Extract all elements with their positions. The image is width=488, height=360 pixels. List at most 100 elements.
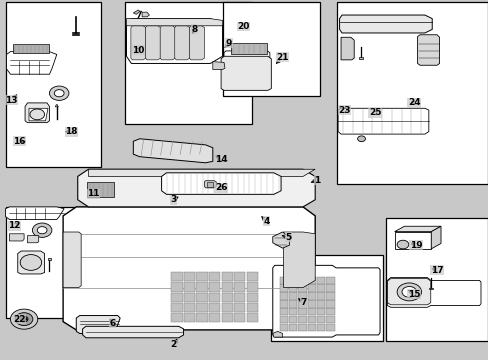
Polygon shape bbox=[76, 316, 120, 333]
Polygon shape bbox=[126, 19, 222, 26]
Bar bbox=[385, 218, 488, 341]
Text: 25: 25 bbox=[368, 108, 381, 117]
Polygon shape bbox=[63, 207, 315, 330]
Bar bbox=[196, 312, 207, 321]
Polygon shape bbox=[283, 232, 315, 288]
Bar bbox=[221, 293, 232, 302]
Bar bbox=[246, 293, 257, 302]
Polygon shape bbox=[221, 56, 271, 90]
Polygon shape bbox=[394, 226, 440, 231]
Bar bbox=[234, 293, 245, 302]
Polygon shape bbox=[145, 26, 160, 60]
Text: 11: 11 bbox=[87, 189, 100, 198]
Bar bbox=[307, 292, 315, 300]
Polygon shape bbox=[161, 173, 281, 194]
Polygon shape bbox=[5, 207, 64, 220]
Bar bbox=[183, 312, 195, 321]
Polygon shape bbox=[339, 15, 431, 33]
Polygon shape bbox=[340, 37, 353, 60]
Text: 23: 23 bbox=[338, 105, 350, 114]
Circle shape bbox=[396, 283, 421, 301]
Text: 9: 9 bbox=[225, 39, 232, 48]
Bar bbox=[325, 308, 334, 315]
Text: 19: 19 bbox=[409, 241, 422, 250]
Bar bbox=[307, 324, 315, 331]
Bar bbox=[87, 182, 114, 197]
Bar bbox=[5, 207, 96, 318]
Bar bbox=[298, 276, 306, 284]
Bar bbox=[171, 283, 183, 292]
Polygon shape bbox=[358, 57, 362, 59]
Polygon shape bbox=[189, 26, 204, 60]
Bar bbox=[246, 283, 257, 292]
Bar bbox=[222, 3, 320, 96]
Polygon shape bbox=[160, 26, 175, 60]
Bar bbox=[279, 324, 287, 331]
Circle shape bbox=[401, 287, 416, 297]
Bar bbox=[325, 316, 334, 323]
Bar bbox=[279, 292, 287, 300]
Polygon shape bbox=[212, 62, 224, 69]
Bar bbox=[298, 316, 306, 323]
Bar bbox=[298, 300, 306, 307]
Polygon shape bbox=[126, 19, 222, 63]
Bar bbox=[207, 182, 213, 187]
Bar bbox=[196, 273, 207, 282]
Bar bbox=[208, 312, 220, 321]
Bar bbox=[316, 276, 325, 284]
Polygon shape bbox=[272, 331, 282, 337]
Bar bbox=[125, 3, 251, 125]
Circle shape bbox=[20, 255, 41, 270]
Bar bbox=[183, 283, 195, 292]
Polygon shape bbox=[428, 288, 432, 289]
Circle shape bbox=[396, 240, 408, 249]
Bar bbox=[234, 283, 245, 292]
Bar bbox=[183, 273, 195, 282]
Bar bbox=[325, 284, 334, 292]
Bar bbox=[307, 284, 315, 292]
Text: 8: 8 bbox=[191, 25, 198, 34]
Bar bbox=[234, 312, 245, 321]
Circle shape bbox=[30, 109, 44, 120]
Polygon shape bbox=[25, 103, 49, 123]
Bar bbox=[246, 312, 257, 321]
Circle shape bbox=[20, 316, 28, 322]
Bar bbox=[230, 43, 267, 54]
Bar bbox=[307, 316, 315, 323]
Bar bbox=[234, 302, 245, 312]
Circle shape bbox=[54, 90, 64, 97]
Text: 17: 17 bbox=[430, 266, 443, 275]
Text: 12: 12 bbox=[8, 221, 20, 230]
Bar bbox=[279, 276, 287, 284]
Text: 20: 20 bbox=[237, 22, 249, 31]
Polygon shape bbox=[82, 326, 183, 338]
Polygon shape bbox=[48, 258, 51, 260]
Bar bbox=[288, 316, 297, 323]
Polygon shape bbox=[29, 108, 48, 121]
Bar bbox=[307, 308, 315, 315]
Polygon shape bbox=[272, 232, 289, 248]
Bar bbox=[234, 273, 245, 282]
Polygon shape bbox=[386, 279, 430, 305]
Text: 18: 18 bbox=[65, 127, 78, 136]
Bar bbox=[171, 312, 183, 321]
Bar bbox=[316, 324, 325, 331]
Circle shape bbox=[32, 223, 52, 237]
Polygon shape bbox=[394, 231, 430, 249]
Circle shape bbox=[15, 313, 33, 325]
Bar bbox=[325, 324, 334, 331]
Polygon shape bbox=[174, 26, 189, 60]
Polygon shape bbox=[6, 51, 57, 74]
Bar bbox=[279, 284, 287, 292]
Text: 7: 7 bbox=[300, 298, 306, 307]
Bar bbox=[316, 300, 325, 307]
Polygon shape bbox=[133, 139, 212, 163]
Bar bbox=[171, 273, 183, 282]
Bar bbox=[288, 284, 297, 292]
Bar bbox=[208, 283, 220, 292]
Bar bbox=[288, 308, 297, 315]
Text: 10: 10 bbox=[132, 46, 144, 55]
Bar bbox=[171, 293, 183, 302]
Text: 14: 14 bbox=[214, 155, 227, 164]
Bar bbox=[336, 3, 488, 184]
